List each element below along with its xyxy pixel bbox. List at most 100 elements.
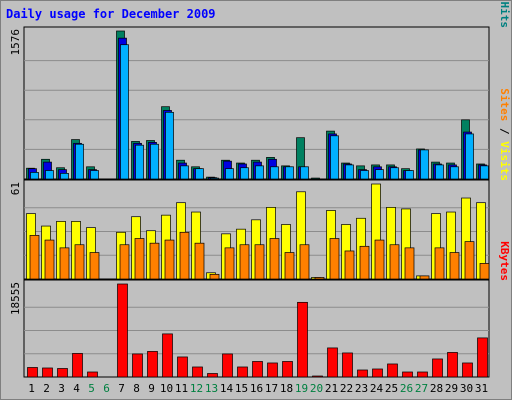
sites-bar [284,252,295,280]
kbytes-bar [402,371,413,378]
day-label: 27 [415,382,428,395]
kbytes-bar [342,352,353,378]
pages-bar [195,168,204,180]
sites-bar [299,244,310,280]
day-label: 24 [370,382,384,395]
sites-bar [404,247,415,280]
max-label-mid: 61 [9,182,22,195]
day-label: 3 [58,382,65,395]
pages-bar [240,167,249,180]
kbytes-bar [57,368,68,378]
day-label: 31 [475,382,488,395]
legend-text: Hits [498,2,511,29]
day-label: 20 [310,382,323,395]
pages-bar [345,164,354,180]
pages-bar [465,133,474,180]
kbytes-bar [117,283,128,378]
kbytes-bar [237,366,248,378]
panel-bot [23,279,490,378]
kbytes-bar [252,361,263,378]
sites-bar [344,250,355,280]
kbytes-bar [327,347,338,378]
day-label: 4 [73,382,80,395]
day-label: 5 [88,382,95,395]
sites-bar [209,273,220,280]
pages-bar [225,168,234,180]
sites-bar [29,235,40,280]
sites-bar [224,247,235,280]
day-label: 2 [43,382,50,395]
day-label: 28 [430,382,443,395]
pages-bar [150,143,159,180]
kbytes-bar [72,353,83,378]
sites-bar [134,238,145,280]
sites-bar [464,241,475,280]
kbytes-bar [432,358,443,378]
day-label: 12 [190,382,203,395]
sites-bar [479,263,490,280]
day-label: 25 [385,382,398,395]
sites-bar [194,242,205,280]
day-label: 17 [265,382,278,395]
sites-bar [149,242,160,280]
sites-bar [449,252,460,280]
kbytes-bar [372,368,383,378]
legend-mid: Sites / Visits [498,88,511,181]
legend-text: / [498,121,511,141]
pages-bar [135,144,144,180]
day-label: 8 [133,382,140,395]
legend-top: Pages / Files / Hits [498,0,511,28]
kbytes-bar [477,337,488,378]
kbytes-bar [282,361,293,378]
sites-bar [89,252,100,280]
sites-bar [314,277,325,280]
legend-text: KBytes [498,241,511,281]
day-label: 13 [205,382,218,395]
kbytes-bar [147,351,158,378]
pages-bar [210,177,219,180]
sites-bar [119,244,130,280]
day-label: 6 [103,382,110,395]
day-label: 18 [280,382,293,395]
pages-bar [270,166,279,180]
pages-bar [180,165,189,180]
day-label: 30 [460,382,473,395]
sites-bar [434,247,445,280]
kbytes-bar [207,373,218,378]
kbytes-bar [357,369,368,378]
kbytes-bar [297,301,308,378]
day-label: 16 [250,382,263,395]
pages-bar [90,170,99,180]
sites-bar [329,238,340,280]
panel-top [23,26,490,180]
day-label: 23 [355,382,368,395]
sites-bar [254,244,265,280]
sites-bar [389,244,400,280]
sites-bar [74,244,85,280]
pages-bar [420,149,429,180]
pages-bar [30,172,39,180]
legend-text: Sites [498,88,511,121]
sites-bar [44,239,55,280]
kbytes-bar [417,371,428,378]
sites-bar [164,239,175,280]
legend-text: Visits [498,141,511,181]
kbytes-bar [87,371,98,378]
max-label-top: 1576 [9,29,22,56]
day-label: 15 [235,382,248,395]
day-label: 7 [118,382,125,395]
pages-bar [45,170,54,180]
pages-bar [75,143,84,180]
hits-bar [311,177,320,180]
chart-title: Daily usage for December 2009 [6,7,216,21]
pages-bar [60,173,69,180]
pages-bar [360,170,369,180]
kbytes-bar [267,362,278,378]
day-label: 19 [295,382,308,395]
kbytes-bar [177,356,188,378]
pages-bar [330,135,339,180]
kbytes-bar [462,362,473,378]
pages-bar [390,167,399,180]
kbytes-bar [27,367,38,378]
